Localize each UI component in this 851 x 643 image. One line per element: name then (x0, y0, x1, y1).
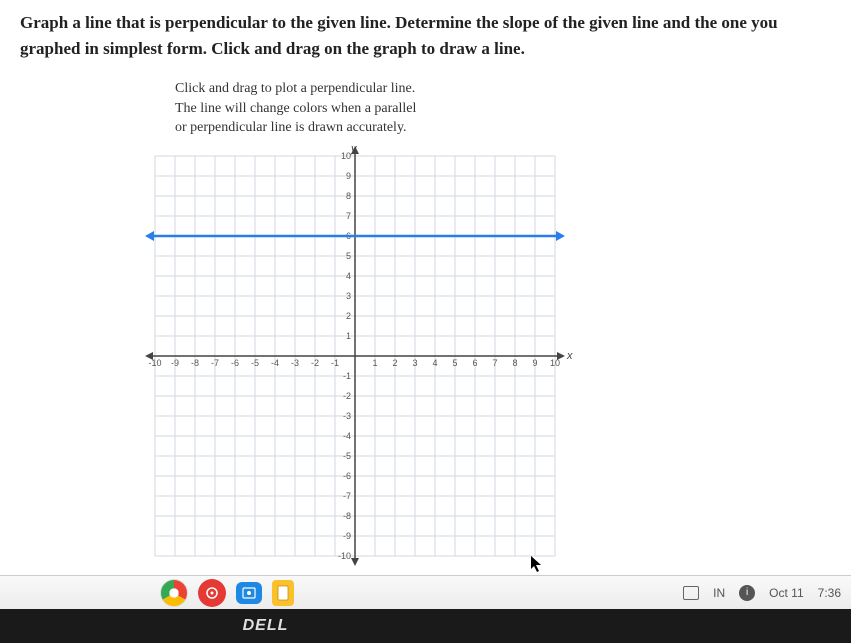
svg-text:-10: -10 (338, 551, 351, 561)
svg-text:9: 9 (532, 358, 537, 368)
taskbar-status: IN i Oct 11 7:36 (683, 585, 841, 601)
hint-line-2: The line will change colors when a paral… (175, 99, 831, 119)
svg-text:-10: -10 (148, 358, 161, 368)
svg-text:-9: -9 (171, 358, 179, 368)
svg-text:-3: -3 (291, 358, 299, 368)
page-content: Graph a line that is perpendicular to th… (0, 0, 851, 595)
svg-text:8: 8 (512, 358, 517, 368)
svg-text:7: 7 (346, 211, 351, 221)
svg-text:4: 4 (432, 358, 437, 368)
info-icon[interactable]: i (739, 585, 755, 601)
svg-text:6: 6 (472, 358, 477, 368)
svg-text:-5: -5 (343, 451, 351, 461)
app-icon-blue[interactable] (236, 582, 262, 604)
svg-text:-8: -8 (191, 358, 199, 368)
svg-text:7: 7 (492, 358, 497, 368)
app-icon-red[interactable] (198, 579, 226, 607)
chrome-icon[interactable] (160, 579, 188, 607)
svg-text:-6: -6 (343, 471, 351, 481)
hint-text: Click and drag to plot a perpendicular l… (175, 79, 831, 138)
svg-text:10: 10 (341, 151, 351, 161)
svg-text:-7: -7 (343, 491, 351, 501)
svg-text:8: 8 (346, 191, 351, 201)
svg-text:5: 5 (346, 251, 351, 261)
svg-text:-1: -1 (343, 371, 351, 381)
svg-text:5: 5 (452, 358, 457, 368)
svg-text:4: 4 (346, 271, 351, 281)
taskbar: IN i Oct 11 7:36 (0, 575, 851, 609)
graph-svg[interactable]: -10 -9 -8 -7 -6 -5 -4 -3 -2 -1 1 2 3 4 5 6 7 8 9 10 -10 -9 -8 -… (135, 146, 575, 566)
svg-text:10: 10 (550, 358, 560, 368)
svg-text:-1: -1 (331, 358, 339, 368)
laptop-bezel: DELL (0, 609, 851, 643)
svg-text:2: 2 (346, 311, 351, 321)
taskbar-apps (160, 579, 294, 607)
svg-text:-8: -8 (343, 511, 351, 521)
svg-text:-2: -2 (311, 358, 319, 368)
hint-line-3: or perpendicular line is drawn accuratel… (175, 118, 831, 138)
taskbar-time: 7:36 (818, 586, 841, 600)
problem-instructions: Graph a line that is perpendicular to th… (20, 10, 831, 61)
hint-line-1: Click and drag to plot a perpendicular l… (175, 79, 831, 99)
svg-text:3: 3 (412, 358, 417, 368)
svg-text:-5: -5 (251, 358, 259, 368)
svg-text:-6: -6 (231, 358, 239, 368)
screen-icon[interactable] (683, 586, 699, 600)
svg-text:1: 1 (372, 358, 377, 368)
svg-text:-4: -4 (343, 431, 351, 441)
svg-text:-3: -3 (343, 411, 351, 421)
svg-text:-9: -9 (343, 531, 351, 541)
app-icon-yellow[interactable] (272, 580, 294, 606)
coordinate-graph[interactable]: -10 -9 -8 -7 -6 -5 -4 -3 -2 -1 1 2 3 4 5 6 7 8 9 10 -10 -9 -8 -… (135, 146, 575, 566)
svg-text:-7: -7 (211, 358, 219, 368)
svg-text:-2: -2 (343, 391, 351, 401)
taskbar-date: Oct 11 (769, 586, 803, 600)
svg-text:2: 2 (392, 358, 397, 368)
svg-text:3: 3 (346, 291, 351, 301)
dell-logo: DELL (243, 617, 289, 635)
input-method-indicator[interactable]: IN (713, 586, 725, 600)
svg-text:1: 1 (346, 331, 351, 341)
x-axis-label: x (566, 350, 573, 362)
svg-text:9: 9 (346, 171, 351, 181)
svg-text:-4: -4 (271, 358, 279, 368)
